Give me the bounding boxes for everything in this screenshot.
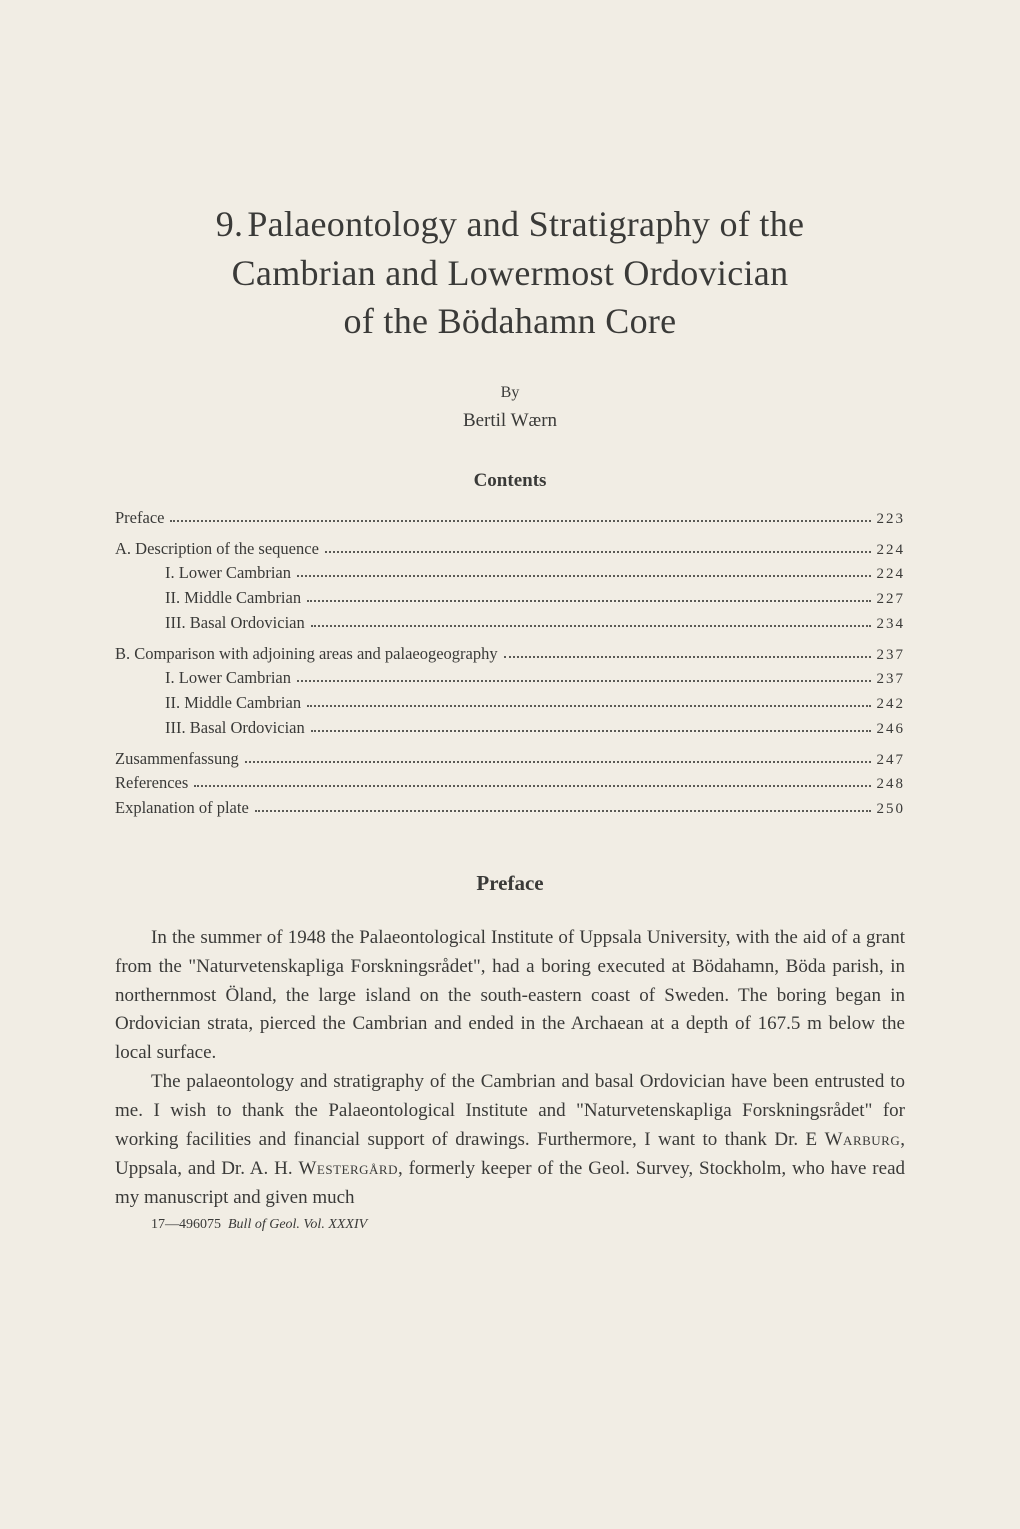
- p2-segment-a: The palaeontology and stratigraphy of th…: [115, 1071, 905, 1150]
- toc-page-number: 237: [877, 668, 906, 691]
- toc-page-number: 234: [877, 613, 906, 636]
- toc-dots: [255, 810, 871, 812]
- toc-label: A. Description of the sequence: [115, 537, 319, 562]
- toc-page-number: 250: [877, 798, 906, 821]
- toc-dots: [297, 680, 871, 682]
- footer-signature: 17—496075 Bull of Geol. Vol. XXXIV: [115, 1217, 905, 1233]
- toc-entry: II. Middle Cambrian 242: [115, 691, 905, 716]
- chapter-number: 9.: [216, 204, 244, 244]
- toc-dots: [297, 575, 871, 577]
- toc-page-number: 227: [877, 588, 906, 611]
- toc-page-number: 224: [877, 563, 906, 586]
- toc-dots: [245, 761, 871, 763]
- toc-dots: [325, 551, 871, 553]
- toc-label: III. Basal Ordovician: [165, 611, 305, 636]
- p2-name-warburg: Warburg: [825, 1129, 901, 1150]
- toc-label: I. Lower Cambrian: [165, 666, 291, 691]
- toc-entry: Explanation of plate 250: [115, 796, 905, 821]
- toc-page-number: 224: [877, 539, 906, 562]
- toc-dots: [194, 785, 870, 787]
- body-text: In the summer of 1948 the Palaeontologic…: [115, 924, 905, 1213]
- toc-entry: A. Description of the sequence 224: [115, 537, 905, 562]
- toc-label: II. Middle Cambrian: [165, 691, 301, 716]
- toc-label: B. Comparison with adjoining areas and p…: [115, 642, 498, 667]
- toc-entry: B. Comparison with adjoining areas and p…: [115, 642, 905, 667]
- preface-heading: Preface: [115, 871, 905, 896]
- toc-entry: Zusammenfassung 247: [115, 747, 905, 772]
- toc-entry: II. Middle Cambrian 227: [115, 586, 905, 611]
- toc-entry: III. Basal Ordovician 246: [115, 716, 905, 741]
- toc-entry: References 248: [115, 771, 905, 796]
- toc-page-number: 223: [877, 508, 906, 531]
- toc-dots: [504, 656, 871, 658]
- toc-label: II. Middle Cambrian: [165, 586, 301, 611]
- toc-label: Explanation of plate: [115, 796, 249, 821]
- toc-label: References: [115, 771, 188, 796]
- toc-page-number: 237: [877, 644, 906, 667]
- toc-dots: [307, 705, 870, 707]
- paragraph-2: The palaeontology and stratigraphy of th…: [115, 1068, 905, 1212]
- by-label: By: [115, 384, 905, 402]
- toc-dots: [311, 625, 871, 627]
- toc-label: I. Lower Cambrian: [165, 561, 291, 586]
- contents-heading: Contents: [115, 470, 905, 492]
- footer-ref: Bull of Geol. Vol. XXXIV: [228, 1217, 367, 1232]
- toc-entry: Preface 223: [115, 506, 905, 531]
- toc-page-number: 242: [877, 693, 906, 716]
- toc-dots: [311, 730, 871, 732]
- author-name: Bertil Wærn: [115, 410, 905, 432]
- title-line-1: 9. Palaeontology and Stratigraphy of the: [115, 200, 905, 249]
- footer-sig: 17—496075: [151, 1217, 221, 1232]
- title-text-1: Palaeontology and Stratigraphy of the: [247, 204, 804, 244]
- toc-entry: III. Basal Ordovician 234: [115, 611, 905, 636]
- toc-page-number: 248: [877, 773, 906, 796]
- toc-page-number: 246: [877, 718, 906, 741]
- toc-dots: [307, 600, 870, 602]
- title-text-3: of the Bödahamn Core: [115, 297, 905, 346]
- toc-dots: [170, 520, 870, 522]
- title-text-2: Cambrian and Lowermost Ordovician: [115, 249, 905, 298]
- toc-entry: I. Lower Cambrian 237: [115, 666, 905, 691]
- paragraph-1: In the summer of 1948 the Palaeontologic…: [115, 924, 905, 1068]
- toc-label: III. Basal Ordovician: [165, 716, 305, 741]
- toc-entry: I. Lower Cambrian 224: [115, 561, 905, 586]
- toc-label: Zusammenfassung: [115, 747, 239, 772]
- table-of-contents: Preface 223 A. Description of the sequence…: [115, 506, 905, 821]
- title-block: 9. Palaeontology and Stratigraphy of the…: [115, 200, 905, 346]
- p2-name-westergard: Westergård: [298, 1158, 398, 1179]
- toc-label: Preface: [115, 506, 164, 531]
- toc-page-number: 247: [877, 749, 906, 772]
